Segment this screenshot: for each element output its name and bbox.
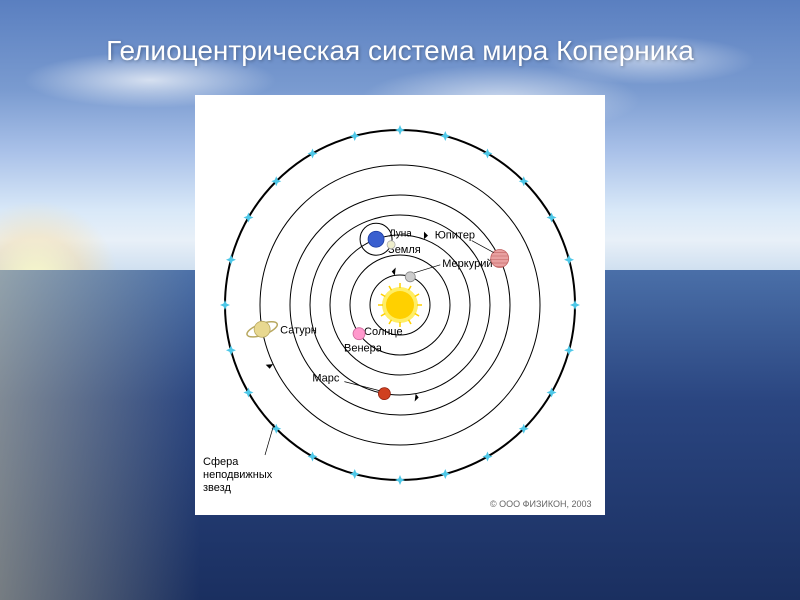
heliocentric-diagram: СолнцеМеркурийВенераЗемляЛунаМарсЮпитерС… (195, 95, 605, 515)
fixed-star-icon (483, 452, 493, 462)
saturn-label: Сатурн (280, 324, 317, 336)
fixed-star-icon (547, 388, 557, 398)
fixed-star-icon (547, 213, 557, 223)
fixed-star-icon (226, 255, 236, 265)
mars-label: Марс (312, 373, 340, 385)
fixed-star-icon (243, 213, 253, 223)
orbit-arrow-icon (424, 232, 428, 240)
mars-icon (378, 388, 390, 400)
fixed-star-icon (308, 148, 318, 158)
copyright-label: © ООО ФИЗИКОН, 2003 (490, 499, 592, 509)
fixed-star-icon (395, 125, 405, 135)
mercury-icon (405, 272, 415, 282)
fixed-stars-leader (265, 424, 274, 455)
orbit-arrow-icon (415, 394, 419, 402)
venus-label: Венера (344, 343, 383, 355)
fixed-stars-label: Сфера (203, 456, 239, 468)
mars-leader (344, 382, 379, 391)
fixed-star-icon (350, 131, 360, 141)
fixed-stars-label: звезд (203, 482, 231, 494)
orbit-arrow-icon (392, 268, 396, 276)
slide: Гелиоцентрическая система мира Коперника… (0, 0, 800, 600)
slide-title: Гелиоцентрическая система мира Коперника (0, 35, 800, 67)
fixed-star-icon (564, 345, 574, 355)
fixed-star-icon (308, 452, 318, 462)
fixed-star-icon (350, 469, 360, 479)
fixed-star-icon (395, 475, 405, 485)
mercury-leader (414, 265, 440, 273)
fixed-star-icon (220, 300, 230, 310)
jupiter-label: Юпитер (435, 230, 475, 242)
earth-icon (368, 231, 384, 247)
fixed-star-icon (570, 300, 580, 310)
fixed-star-icon (440, 469, 450, 479)
fixed-star-icon (440, 131, 450, 141)
water-reflection (0, 270, 200, 600)
fixed-star-icon (243, 388, 253, 398)
venus-icon (353, 328, 365, 340)
fixed-stars-label: неподвижных (203, 469, 273, 481)
sun-icon (378, 283, 422, 327)
orbit-arrow-icon (266, 364, 273, 369)
diagram-svg: СолнцеМеркурийВенераЗемляЛунаМарсЮпитерС… (195, 95, 605, 515)
mercury-label: Меркурий (442, 258, 492, 270)
fixed-star-icon (564, 255, 574, 265)
moon-icon (387, 241, 395, 249)
saturn-icon (245, 319, 279, 340)
fixed-star-icon (226, 345, 236, 355)
moon-label: Луна (389, 229, 412, 240)
sun-label: Солнце (364, 326, 403, 338)
fixed-star-icon (483, 148, 493, 158)
